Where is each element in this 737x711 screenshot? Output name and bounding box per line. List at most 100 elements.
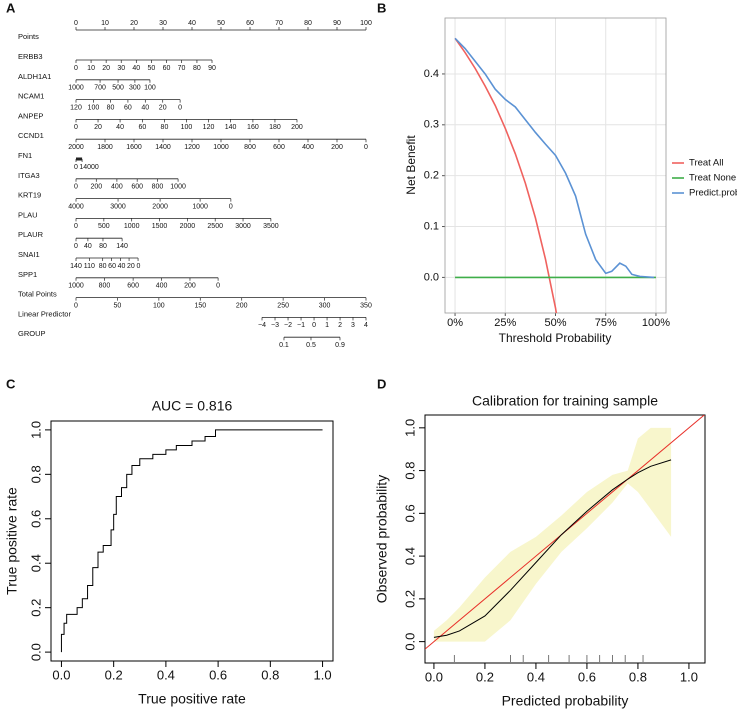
- tick-label: 40: [116, 124, 124, 131]
- tick-label: −4: [258, 322, 266, 329]
- row-name: ALDH1A1: [18, 72, 51, 81]
- x-tick-label: 0.6: [209, 667, 227, 682]
- tick-label: 90: [333, 20, 341, 27]
- x-tick-label: 0%: [447, 317, 463, 329]
- tick-label: 800: [244, 144, 256, 151]
- tick-label: 1500: [152, 223, 168, 230]
- y-tick-label: 0.0: [424, 271, 439, 283]
- tick-label: 200: [90, 184, 102, 191]
- tick-label: −2: [284, 322, 292, 329]
- roc-curve: [60, 429, 323, 653]
- tick-label: 14000: [79, 164, 99, 171]
- tick-label: 0: [216, 283, 220, 290]
- tick-label: 100: [181, 124, 193, 131]
- x-tick-label: 100%: [642, 317, 670, 329]
- tick-label: 20: [102, 65, 110, 72]
- tick-label: 0: [74, 184, 78, 191]
- x-tick-label: 25%: [494, 317, 516, 329]
- tick-label: 0: [74, 302, 78, 309]
- row-name: Linear Predictor: [18, 309, 71, 318]
- tick-label: 800: [99, 283, 111, 290]
- y-tick-label: 0.4: [402, 547, 417, 565]
- y-axis-label: True positive rate: [4, 487, 20, 595]
- tick-label: 40: [132, 65, 140, 72]
- tick-label: 200: [184, 283, 196, 290]
- tick-label: 100: [144, 85, 156, 92]
- row-name: CCND1: [18, 131, 44, 140]
- y-tick-label: 0.8: [28, 465, 43, 483]
- tick-label: 0: [74, 65, 78, 72]
- legend-label: Predict.prob: [689, 188, 737, 199]
- tick-label: 30: [159, 20, 167, 27]
- x-tick-label: 0.8: [629, 669, 647, 684]
- chart-title: AUC = 0.816: [152, 398, 233, 414]
- tick-label: 200: [236, 302, 248, 309]
- tick-label: 3000: [110, 203, 126, 210]
- y-tick-label: 0.2: [424, 170, 439, 182]
- y-tick-label: 0.8: [402, 462, 417, 480]
- y-tick-label: 0.2: [28, 599, 43, 617]
- tick-label: 70: [275, 20, 283, 27]
- tick-label: 20: [130, 20, 138, 27]
- tick-label: 50: [217, 20, 225, 27]
- tick-label: 0: [312, 322, 316, 329]
- x-tick-label: 0.0: [425, 669, 443, 684]
- tick-label: 1: [325, 322, 329, 329]
- tick-label: 10: [101, 20, 109, 27]
- tick-label: 1000: [68, 85, 84, 92]
- tick-label: 1800: [97, 144, 113, 151]
- row-name: Total Points: [18, 290, 57, 299]
- plot-frame: [50, 420, 334, 662]
- tick-label: 500: [98, 223, 110, 230]
- row-name: PLAU: [18, 210, 38, 219]
- tick-label: 1000: [192, 203, 208, 210]
- tick-label: 80: [99, 243, 107, 250]
- tick-label: 1000: [170, 184, 186, 191]
- tick-label: 0: [229, 203, 233, 210]
- tick-label: 40: [84, 243, 92, 250]
- y-tick-label: 0.2: [402, 590, 417, 608]
- tick-label: 20: [94, 124, 102, 131]
- chart-title: Calibration for training sample: [472, 393, 658, 409]
- row-name: ITGA3: [18, 171, 40, 180]
- row-name: KRT19: [18, 191, 41, 200]
- tick-label: 20: [127, 263, 135, 270]
- legend-label: Treat None: [689, 173, 736, 184]
- tick-label: 600: [127, 283, 139, 290]
- tick-label: 80: [193, 65, 201, 72]
- x-axis-label: Predicted probability: [502, 693, 629, 709]
- y-axis-label: Observed probability: [374, 475, 390, 603]
- series-line: [454, 37, 558, 313]
- tick-label: −1: [297, 322, 305, 329]
- y-tick-label: 1.0: [28, 421, 43, 439]
- x-tick-label: 50%: [544, 317, 566, 329]
- tick-label: 50: [148, 65, 156, 72]
- tick-label: 350: [360, 302, 372, 309]
- x-tick-label: 0.8: [261, 667, 279, 682]
- tick-label: 600: [131, 184, 143, 191]
- plot-frame: [444, 17, 667, 314]
- row-name: GROUP: [18, 329, 46, 338]
- calibration-curve: [433, 459, 672, 638]
- tick-label: 0: [74, 223, 78, 230]
- tick-label: 400: [111, 184, 123, 191]
- tick-label: 120: [70, 104, 82, 111]
- tick-label: 100: [360, 20, 372, 27]
- x-tick-label: 0.0: [52, 667, 70, 682]
- tick-label: 50: [114, 302, 122, 309]
- tick-label: 30: [117, 65, 125, 72]
- tick-label: 4000: [68, 203, 84, 210]
- tick-label: 2: [338, 322, 342, 329]
- y-tick-label: 0.4: [28, 554, 43, 572]
- tick-label: 2000: [152, 203, 168, 210]
- tick-label: 0: [364, 144, 368, 151]
- row-name: ERBB3: [18, 52, 43, 61]
- tick-label: 300: [129, 85, 141, 92]
- y-tick-label: 1.0: [402, 419, 417, 437]
- panel-letter: A: [6, 0, 16, 15]
- tick-label: 60: [124, 104, 132, 111]
- tick-label: 1000: [124, 223, 140, 230]
- tick-label: 140: [116, 243, 128, 250]
- x-tick-label: 0.2: [476, 669, 494, 684]
